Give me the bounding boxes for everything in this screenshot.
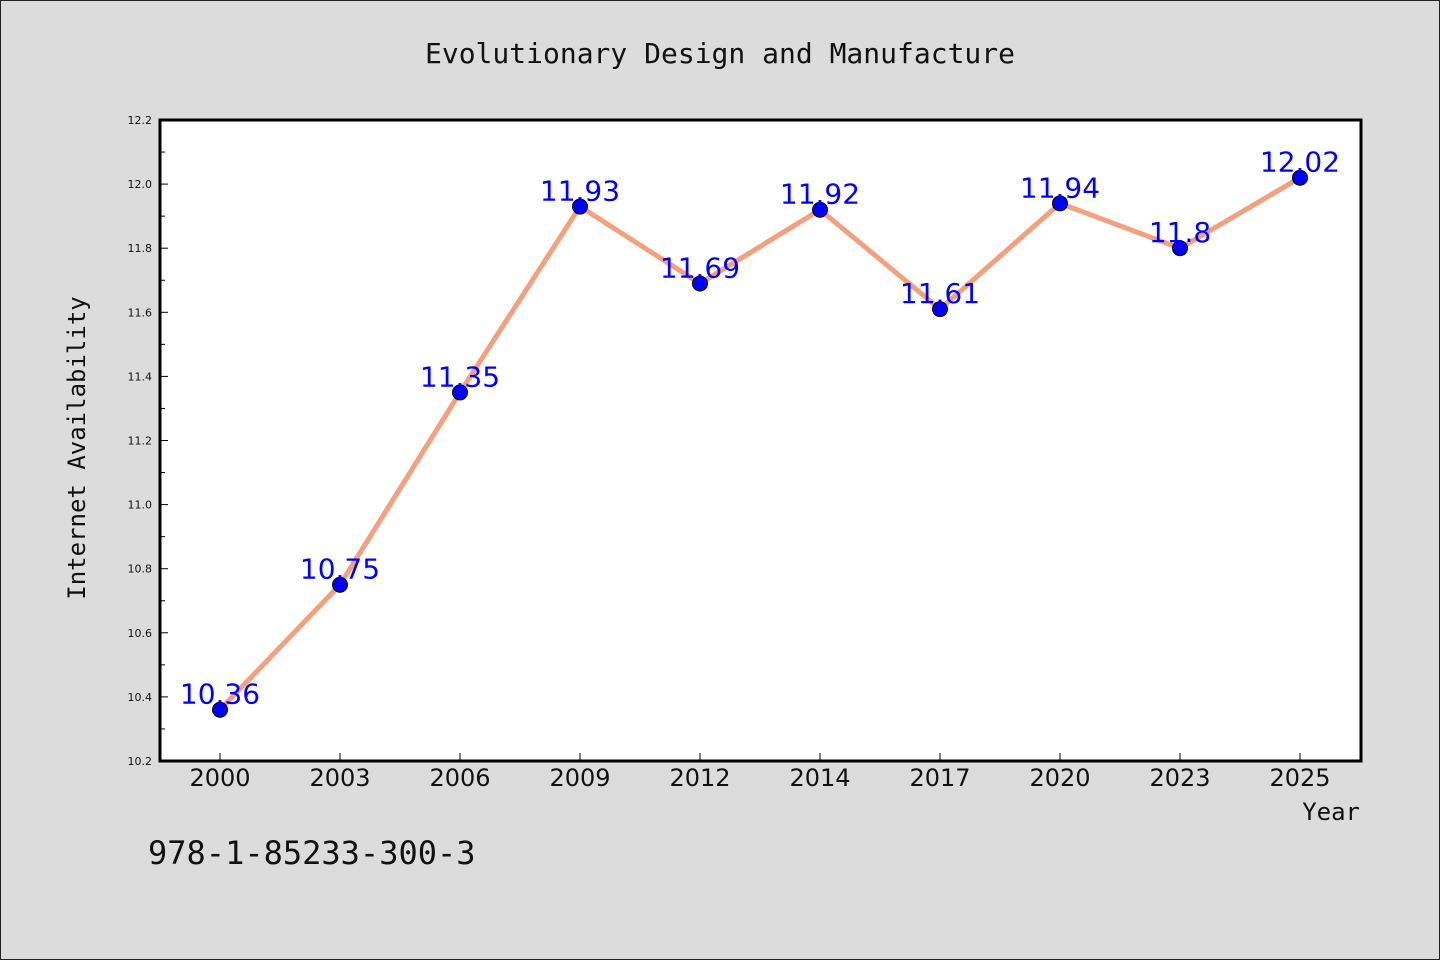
data-point (1052, 195, 1068, 212)
y-tick-label: 11.6 (128, 306, 153, 319)
data-point (332, 576, 348, 593)
data-labels-group: 10.36 10.75 11.35 11.93 11.69 11.92 11.61 11.94… (180, 146, 1340, 711)
data-label: 11.94 (1020, 171, 1100, 204)
y-tick-label: 10.6 (128, 627, 153, 640)
y-axis-label: Internet Availability (63, 296, 91, 599)
x-axis-label: Year (1302, 798, 1360, 826)
data-label: 10.75 (300, 553, 380, 586)
data-point (572, 198, 588, 215)
footnote: 978-1-85233-300-3 (148, 834, 476, 872)
y-axis: 10.2 10.4 10.6 10.8 11.0 11.2 11.4 11.6 11.8 12.0… (128, 114, 168, 768)
x-tick-label: 2006 (429, 764, 490, 792)
x-tick-label: 2000 (189, 764, 250, 792)
y-tick-label: 11.2 (128, 435, 153, 448)
y-tick-label: 12.0 (128, 178, 153, 191)
data-point (1292, 169, 1308, 186)
y-tick-label: 11.0 (128, 499, 153, 512)
data-point (212, 701, 228, 718)
data-label: 11.92 (780, 178, 860, 211)
y-tick-label: 10.2 (128, 755, 153, 768)
x-axis: 2000 2003 2006 2009 2012 2014 2017 2020 2023 2025 (189, 753, 1331, 792)
x-tick-label: 2017 (909, 764, 970, 792)
data-label: 11.8 (1149, 216, 1211, 249)
y-tick-label: 12.2 (128, 114, 153, 127)
data-label: 12.02 (1260, 146, 1340, 179)
y-tick-label: 11.4 (128, 370, 153, 383)
data-point (932, 301, 948, 318)
data-label: 11.35 (420, 360, 500, 393)
data-label: 11.61 (900, 277, 980, 310)
data-label: 11.69 (660, 251, 740, 284)
x-tick-label: 2003 (309, 764, 370, 792)
y-tick-label: 10.8 (128, 563, 153, 576)
x-tick-label: 2009 (549, 764, 610, 792)
data-label: 11.93 (540, 175, 620, 208)
series-line-group (218, 175, 1302, 712)
chart-title: Evolutionary Design and Manufacture (425, 37, 1015, 70)
x-tick-label: 2014 (789, 764, 850, 792)
data-point (452, 384, 468, 401)
x-tick-label: 2020 (1029, 764, 1090, 792)
markers-group (212, 169, 1308, 718)
x-tick-label: 2025 (1269, 764, 1330, 792)
data-point (692, 275, 708, 292)
data-label: 10.36 (180, 678, 260, 711)
series-line (218, 175, 1302, 712)
x-tick-label: 2012 (669, 764, 730, 792)
data-point (1172, 240, 1188, 257)
y-tick-label: 10.4 (128, 691, 153, 704)
y-tick-label: 11.8 (128, 242, 153, 255)
plot-area (158, 118, 1363, 763)
x-tick-label: 2023 (1149, 764, 1210, 792)
data-point (812, 201, 828, 218)
